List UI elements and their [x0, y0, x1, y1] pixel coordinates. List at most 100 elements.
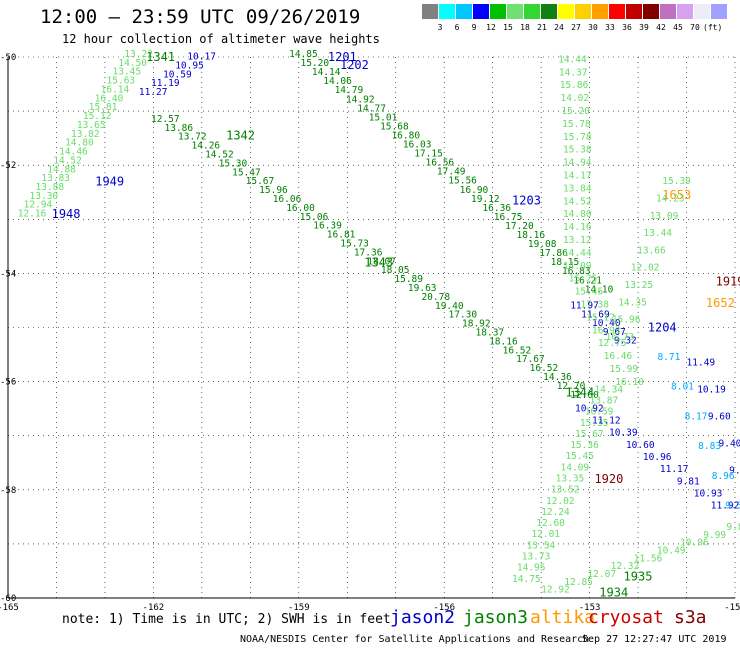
swh-value: 13.87: [590, 396, 619, 407]
swh-value: 8.83: [698, 441, 721, 452]
swh-value: 12.85: [564, 577, 593, 588]
swh-value: 14.14: [312, 67, 341, 78]
swh-value: 10.17: [187, 52, 216, 63]
swh-value: 16.00: [286, 203, 315, 214]
swh-value: 11.92: [711, 501, 740, 512]
swh-value: 14.02: [561, 93, 590, 104]
swh-value: 14.80: [563, 209, 592, 220]
colorbar-label: 24: [554, 23, 564, 32]
swh-value: 15.86: [560, 80, 589, 91]
colorbar-swatch: [711, 4, 727, 19]
swh-value: 10.96: [643, 452, 672, 463]
lon-tick-label: -162: [143, 603, 165, 613]
colorbar-swatch: [456, 4, 472, 19]
swh-value: 15.35: [580, 418, 609, 429]
lon-tick-label: -165: [0, 603, 19, 613]
colorbar-label: 36: [622, 23, 632, 32]
track-label: 1341: [146, 50, 175, 64]
swh-value: 13.44: [643, 228, 672, 239]
swh-value: 11.12: [592, 416, 621, 427]
swh-value: 15.63: [107, 76, 136, 87]
swh-value: 14.26: [192, 141, 221, 152]
swh-value: 16.59: [585, 407, 614, 418]
swh-value: 16.21: [573, 275, 602, 286]
colorbar-swatch: [524, 4, 540, 19]
swh-value: 12.02: [546, 496, 575, 507]
swh-value: 10.96: [680, 538, 709, 549]
swh-value: 14.52: [53, 155, 82, 166]
swh-value: 14.88: [47, 164, 76, 175]
swh-value: 13.72: [178, 132, 207, 143]
swh-value: 15.68: [380, 121, 409, 132]
swh-value: 15.47: [232, 167, 261, 178]
swh-value: 17.67: [516, 354, 545, 365]
swh-value: 14.44: [563, 248, 592, 259]
swh-value: 13.09: [650, 211, 679, 222]
swh-value: 13.88: [35, 182, 64, 193]
track-label: 1201: [328, 50, 357, 64]
footnote: note: 1) Time is in UTC; 2) SWH is in fe…: [62, 612, 391, 627]
colorbar-label: 42: [656, 23, 666, 32]
swh-value: 13.84: [563, 183, 592, 194]
lat-tick-label: -52: [0, 161, 16, 171]
swh-value: 12.60: [570, 390, 599, 401]
swh-value: 11.49: [687, 357, 716, 368]
swh-value: 15.67: [575, 429, 604, 440]
swh-value: 12.57: [151, 114, 180, 125]
swh-value: 12.92: [541, 585, 570, 596]
swh-value: 16.73: [606, 332, 635, 343]
lat-tick-label: -56: [0, 378, 16, 388]
timestamp: Sep 27 12:27:47 UTC 2019: [582, 634, 727, 645]
swh-value: 9.81: [677, 476, 700, 487]
swh-value: 13.35: [556, 474, 585, 485]
swh-value: 12.75: [598, 338, 627, 349]
swh-value: 11.97: [570, 301, 599, 312]
swh-value: 9.35: [725, 501, 740, 512]
swh-value: 17.15: [414, 149, 443, 160]
swh-value: 16.80: [391, 130, 420, 141]
swh-value: 15.25: [569, 274, 598, 285]
swh-value: 12.07: [587, 569, 616, 580]
swh-value: 14.09: [563, 261, 592, 272]
swh-value: 17.38: [580, 300, 609, 311]
track-label: 1934: [599, 586, 628, 600]
track-label: 1344: [565, 385, 594, 399]
swh-value: 14.85: [289, 49, 318, 60]
swh-value: 9.50: [729, 466, 740, 477]
swh-value: 18.37: [476, 328, 505, 339]
swh-value: 9.40: [719, 439, 740, 450]
swh-value: 10.19: [697, 384, 726, 395]
swh-value: 15.30: [219, 158, 248, 169]
swh-value: 18.05: [381, 265, 410, 276]
swh-value: 14.36: [543, 372, 572, 383]
satellite-legend-s3a: s3a: [674, 607, 707, 628]
track-label: 1342: [226, 128, 255, 142]
swh-value: 13.83: [41, 173, 70, 184]
track-label: 1203: [512, 193, 541, 207]
swh-value: 15.99: [609, 364, 638, 375]
swh-value: 14.37: [559, 67, 588, 78]
swh-value: 8.17: [685, 411, 708, 422]
swh-value: 16.03: [403, 140, 432, 151]
swh-value: 14.46: [59, 147, 88, 158]
colorbar-label: 6: [454, 23, 460, 32]
track-label: 1652: [706, 296, 735, 310]
colorbar-label: 15: [503, 23, 513, 32]
swh-value: 16.39: [313, 221, 342, 232]
colorbar-label: 39: [639, 23, 649, 32]
colorbar-label: 70: [690, 23, 700, 32]
swh-value: 15.73: [340, 239, 369, 250]
swh-value: 15.38: [563, 145, 592, 156]
lon-tick-label: -150: [724, 603, 740, 613]
colorbar-swatch: [439, 4, 455, 19]
swh-value: 15.78: [562, 119, 591, 130]
swh-value: 15.45: [575, 287, 604, 298]
swh-value: 14.44: [558, 54, 587, 65]
swh-value: 16.36: [482, 203, 511, 214]
swh-value: 15.36: [570, 440, 599, 451]
swh-value: 15.96: [259, 185, 288, 196]
swh-value: 11.56: [634, 553, 663, 564]
colorbar-label: (ft): [703, 23, 723, 32]
swh-value: 13.22: [124, 49, 153, 60]
